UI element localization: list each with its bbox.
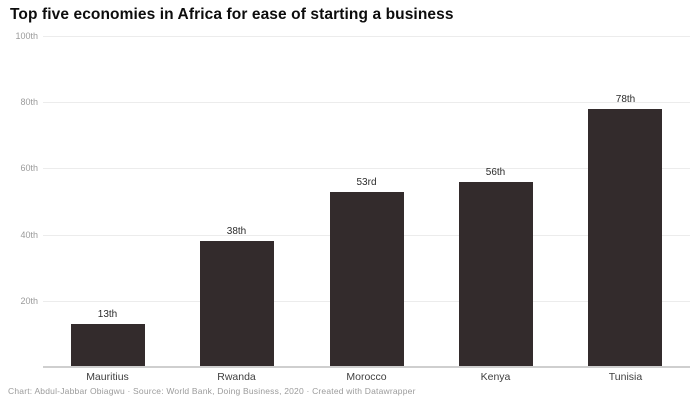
- gridline: [43, 36, 690, 37]
- bar-value-label: 56th: [485, 167, 506, 178]
- x-axis-label: Rwanda: [217, 371, 256, 383]
- gridline: [43, 168, 690, 169]
- x-axis-label: Mauritius: [86, 371, 129, 383]
- x-axis-label: Morocco: [346, 371, 387, 383]
- bar-value-label: 38th: [226, 226, 247, 237]
- y-tick-label: 40th: [20, 230, 38, 240]
- bar-kenya: [459, 182, 533, 367]
- y-tick-label: 80th: [20, 97, 38, 107]
- y-tick-label: 20th: [20, 296, 38, 306]
- x-axis-label: Tunisia: [608, 371, 643, 383]
- attribution-footer: Chart: Abdul-Jabbar Obiagwu · Source: Wo…: [8, 386, 416, 396]
- y-tick-label: 60th: [20, 163, 38, 173]
- x-axis-label: Kenya: [480, 371, 511, 383]
- bar-morocco: [330, 192, 404, 367]
- chart-title: Top five economies in Africa for ease of…: [10, 6, 454, 23]
- gridline: [43, 102, 690, 103]
- bar-tunisia: [588, 109, 662, 367]
- x-axis-line: [43, 366, 690, 368]
- bar-value-label: 53rd: [356, 177, 377, 188]
- bar-value-label: 78th: [615, 94, 636, 105]
- bar-mauritius: [71, 324, 145, 367]
- y-tick-label: 100th: [15, 31, 38, 41]
- bar-rwanda: [200, 241, 274, 367]
- bar-value-label: 13th: [97, 309, 118, 320]
